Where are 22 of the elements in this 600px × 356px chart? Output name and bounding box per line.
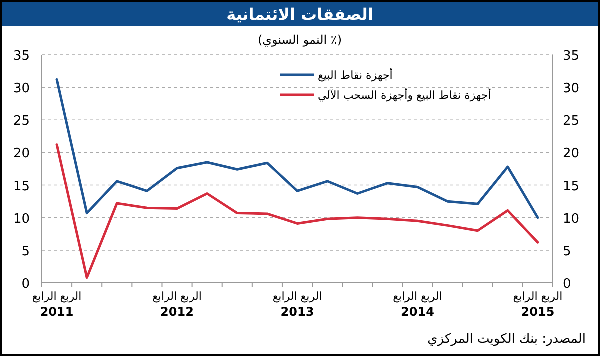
y-tick-label: 25	[13, 114, 30, 130]
y-tick-label: 15	[13, 179, 30, 194]
y2-tick-label: 5	[563, 244, 572, 260]
y-tick-label: 0	[22, 277, 30, 292]
y-tick-label: 35	[13, 49, 30, 64]
y-tick-label: 20	[13, 146, 30, 162]
y2-tick-label: 25	[563, 114, 580, 130]
y-tick-label: 10	[13, 212, 30, 227]
legend-label: أجهزة نقاط البيع وأجهزة السحب الآلي	[318, 88, 492, 102]
y2-tick-label: 30	[563, 82, 580, 97]
y2-tick-label: 10	[563, 212, 580, 227]
line-series	[56, 144, 540, 280]
y2-tick-label: 15	[563, 179, 580, 194]
text: المصدر: بنك الكويت المركزي	[428, 332, 586, 347]
chart-title: الصفقات الائتمانية	[226, 5, 374, 24]
chart-subtitle: (٪ النمو السنوي)	[258, 33, 342, 47]
y-tick-label: 5	[22, 244, 30, 260]
y2-tick-label: 20	[563, 146, 580, 162]
legend-label: أجهزة نقاط البيع	[318, 68, 393, 82]
y2-tick-label: 0	[563, 277, 572, 292]
y2-tick-label: 35	[563, 49, 580, 64]
y-tick-label: 30	[13, 82, 30, 97]
